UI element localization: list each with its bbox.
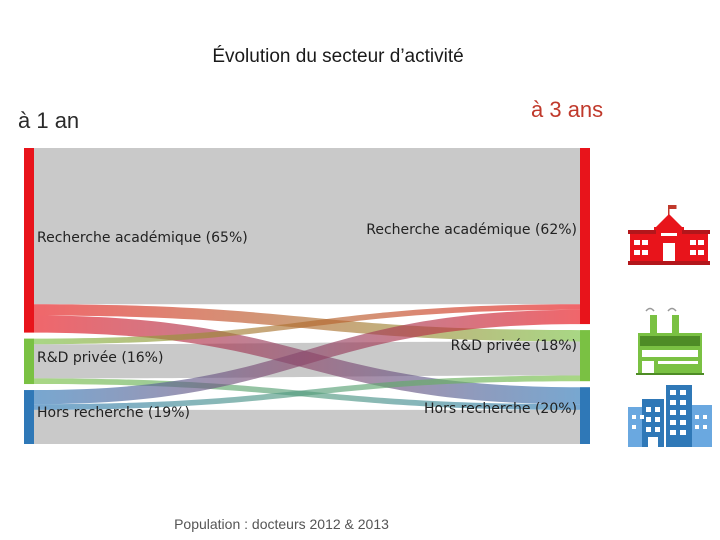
population-footnote: Population : docteurs 2012 & 2013 [174, 516, 389, 532]
right-label-private: R&D privée (18%) [451, 338, 577, 354]
flow-outside-to-outside [34, 409, 580, 444]
left-column-heading: à 1 an [18, 108, 80, 133]
right-label-academic: Recherche académique (62%) [366, 222, 577, 238]
slide-title: Évolution du secteur d’activité [212, 46, 464, 67]
left-label-outside: Hors recherche (19%) [37, 405, 190, 421]
right-node-academic [580, 148, 590, 325]
left-label-academic: Recherche académique (65%) [37, 230, 248, 246]
left-node-academic [24, 148, 34, 333]
left-label-private: R&D privée (16%) [37, 350, 163, 366]
university-icon [628, 205, 710, 265]
flow-outside-to-private [34, 375, 580, 410]
factory-icon [636, 307, 704, 375]
right-node-outside [580, 387, 590, 444]
right-node-private [580, 330, 590, 382]
right-label-outside: Hors recherche (20%) [424, 401, 577, 417]
left-node-outside [24, 390, 34, 444]
flow-outside-to-academic [34, 309, 580, 405]
flow-private-to-academic [34, 304, 580, 345]
left-node-private [24, 338, 34, 385]
office-building-icon [628, 385, 712, 447]
flow-academic-to-academic [34, 148, 580, 305]
right-column-heading: à 3 ans [531, 97, 604, 122]
